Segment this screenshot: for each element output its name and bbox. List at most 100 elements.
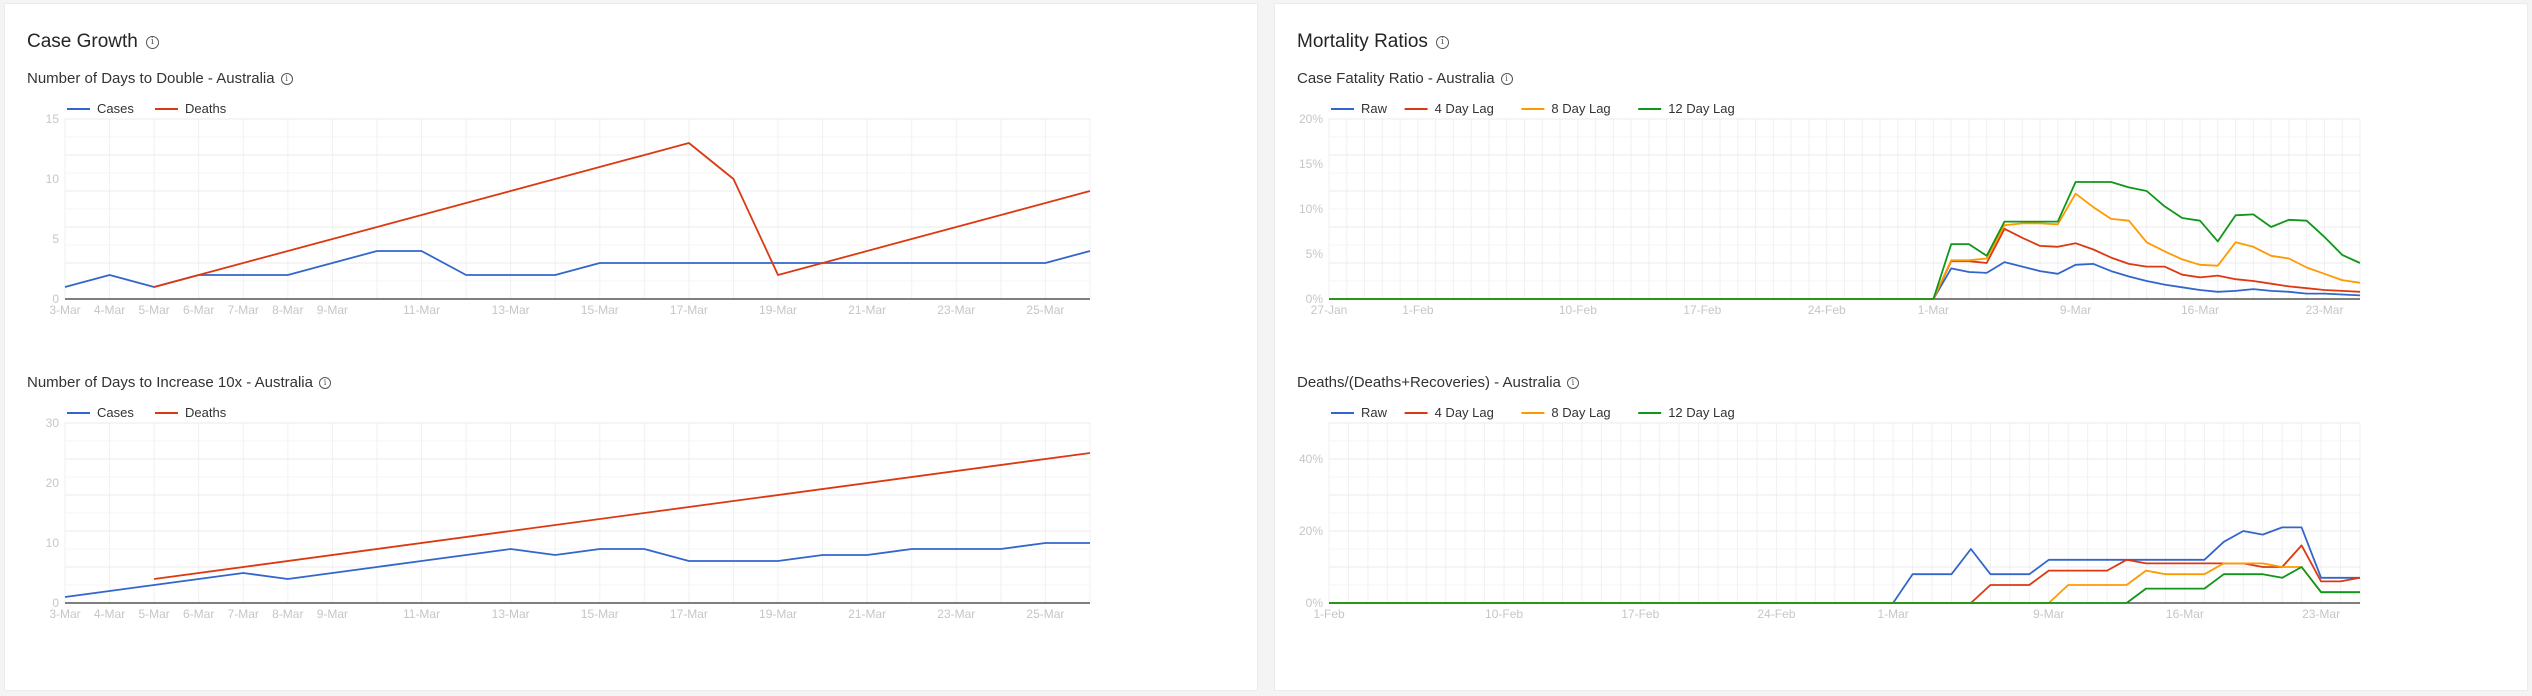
legend-label: Cases xyxy=(97,405,134,420)
x-tick-label: 1-Feb xyxy=(1313,607,1345,621)
x-tick-label: 11-Mar xyxy=(403,303,440,317)
info-icon[interactable]: i xyxy=(145,35,159,49)
y-tick-label: 30 xyxy=(46,416,60,430)
x-tick-label: 19-Mar xyxy=(759,607,797,621)
x-tick-label: 7-Mar xyxy=(228,303,259,317)
chart-title-double: Number of Days to Double - Australia i xyxy=(27,70,293,87)
series-line-4-day-lag xyxy=(1329,544,2361,604)
x-tick-label: 17-Feb xyxy=(1621,607,1659,621)
info-icon[interactable]: i xyxy=(1435,35,1449,49)
x-tick-label: 17-Feb xyxy=(1683,303,1721,317)
x-tick-label: 25-Mar xyxy=(1026,303,1064,317)
x-tick-label: 6-Mar xyxy=(183,303,214,317)
x-tick-label: 3-Mar xyxy=(49,303,80,317)
case-growth-panel: Case Growth i Number of Days to Double -… xyxy=(4,3,1258,691)
y-tick-label: 0 xyxy=(52,292,59,306)
x-tick-label: 21-Mar xyxy=(848,607,886,621)
chart-case-fatality-ratio: 0% 5% 10% 15% 20% 27-Jan 1-Feb 10-Feb 17-Feb 24-F… xyxy=(1299,101,2361,317)
x-tick-label: 27-Jan xyxy=(1311,303,1348,317)
x-tick-label: 11-Mar xyxy=(403,607,440,621)
legend-label: Deaths xyxy=(185,101,227,116)
x-tick-label: 7-Mar xyxy=(228,607,259,621)
x-tick-label: 1-Mar xyxy=(1877,607,1908,621)
y-tick-label: 5 xyxy=(52,232,59,246)
info-icon[interactable]: i xyxy=(1566,376,1579,389)
mortality-ratios-panel: Mortality Ratios i Case Fatality Ratio -… xyxy=(1274,3,2528,691)
x-tick-label: 4-Mar xyxy=(94,303,125,317)
x-tick-label: 10-Feb xyxy=(1485,607,1523,621)
x-tick-label: 5-Mar xyxy=(138,303,169,317)
series-line-cases xyxy=(64,250,1091,288)
x-tick-label: 24-Feb xyxy=(1808,303,1846,317)
x-tick-label: 4-Mar xyxy=(94,607,125,621)
cfr-chart-title: Case Fatality Ratio - Australia xyxy=(1297,70,1495,87)
x-tick-label: 23-Mar xyxy=(2302,607,2340,621)
x-tick-label: 23-Mar xyxy=(937,607,975,621)
y-tick-label: 20 xyxy=(46,476,60,490)
chart-days-to-double: 0 5 10 15 3-Mar 4-Mar 5-Mar 6-Mar 7-Mar 8-Mar 9-Ma… xyxy=(46,101,1091,317)
info-icon[interactable]: i xyxy=(318,376,331,389)
chart-days-to-10x: 0 10 20 30 3-Mar 4-Mar 5-Mar 6-Mar 7-Mar 8-Mar 9-M… xyxy=(46,405,1091,621)
x-tick-label: 9-Mar xyxy=(2060,303,2091,317)
x-tick-label: 1-Mar xyxy=(1918,303,1949,317)
chart-title-ddr: Deaths/(Deaths+Recoveries) - Australia i xyxy=(1297,374,1579,391)
y-tick-label: 40% xyxy=(1299,452,1323,466)
legend-label: 8 Day Lag xyxy=(1551,405,1610,420)
chart-title-tenx: Number of Days to Increase 10x - Austral… xyxy=(27,374,331,391)
series-line-12-day-lag xyxy=(1329,181,2361,300)
y-tick-label: 10 xyxy=(46,172,60,186)
x-tick-label: 25-Mar xyxy=(1026,607,1064,621)
x-tick-label: 23-Mar xyxy=(2305,303,2343,317)
x-tick-label: 5-Mar xyxy=(138,607,169,621)
series-line-4-day-lag xyxy=(1329,227,2361,300)
x-tick-label: 6-Mar xyxy=(183,607,214,621)
series-line-raw xyxy=(1329,261,2361,300)
ddr-chart-title: Deaths/(Deaths+Recoveries) - Australia xyxy=(1297,374,1561,391)
double-chart-title: Number of Days to Double - Australia xyxy=(27,70,275,87)
chart-deaths-recoveries: 0% 20% 40% 1-Feb 10-Feb 17-Feb 24-Feb 1-Mar 9-Ma… xyxy=(1299,405,2361,621)
x-tick-label: 8-Mar xyxy=(272,303,303,317)
x-tick-label: 8-Mar xyxy=(272,607,303,621)
mortality-title: Mortality Ratios xyxy=(1297,31,1428,52)
x-tick-label: 3-Mar xyxy=(49,607,80,621)
x-tick-label: 13-Mar xyxy=(492,303,530,317)
x-tick-label: 15-Mar xyxy=(581,303,619,317)
x-tick-label: 13-Mar xyxy=(492,607,530,621)
y-tick-label: 10 xyxy=(46,536,60,550)
x-tick-label: 9-Mar xyxy=(317,607,348,621)
x-tick-label: 19-Mar xyxy=(759,303,797,317)
x-tick-label: 15-Mar xyxy=(581,607,619,621)
y-tick-label: 0% xyxy=(1306,292,1324,306)
chart-title-cfr: Case Fatality Ratio - Australia i xyxy=(1297,70,1513,87)
x-tick-label: 24-Feb xyxy=(1757,607,1795,621)
legend-label: 4 Day Lag xyxy=(1435,405,1494,420)
x-tick-label: 1-Feb xyxy=(1402,303,1434,317)
info-icon[interactable]: i xyxy=(1500,72,1513,85)
legend-label: 12 Day Lag xyxy=(1668,405,1735,420)
y-tick-label: 10% xyxy=(1299,202,1323,216)
case-growth-title: Case Growth xyxy=(27,31,138,52)
y-tick-label: 0% xyxy=(1306,596,1324,610)
series-line-8-day-lag xyxy=(1329,562,2360,604)
series-line-deaths xyxy=(153,452,1091,580)
legend-label: Deaths xyxy=(185,405,227,420)
y-tick-label: 5% xyxy=(1306,247,1324,261)
info-icon[interactable]: i xyxy=(280,72,293,85)
legend-label: 4 Day Lag xyxy=(1435,101,1494,116)
series-line-8-day-lag xyxy=(1329,192,2361,300)
y-tick-label: 15 xyxy=(46,112,60,126)
legend-label: 8 Day Lag xyxy=(1551,101,1610,116)
legend-label: Raw xyxy=(1361,405,1388,420)
x-tick-label: 16-Mar xyxy=(2166,607,2204,621)
legend-label: 12 Day Lag xyxy=(1668,101,1735,116)
panel-title-mortality: Mortality Ratios i xyxy=(1297,31,1449,53)
legend-label: Raw xyxy=(1361,101,1388,116)
x-tick-label: 21-Mar xyxy=(848,303,886,317)
x-tick-label: 17-Mar xyxy=(670,303,708,317)
legend-label: Cases xyxy=(97,101,134,116)
x-tick-label: 9-Mar xyxy=(317,303,348,317)
x-tick-label: 16-Mar xyxy=(2181,303,2219,317)
series-line-cases xyxy=(64,542,1090,598)
panel-title-case-growth: Case Growth i xyxy=(27,31,159,53)
y-tick-label: 20% xyxy=(1299,524,1323,538)
